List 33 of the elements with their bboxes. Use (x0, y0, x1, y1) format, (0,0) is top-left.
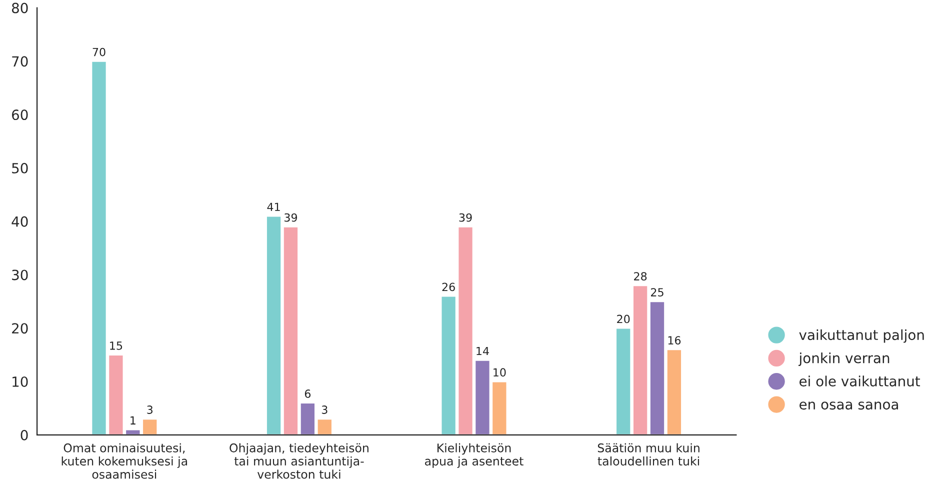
x-tick-label: Kieliyhteisön apua ja asenteet (425, 443, 524, 468)
data-label: 15 (110, 342, 122, 350)
data-label: 3 (147, 406, 153, 414)
legend-label: jonkin verran (798, 352, 890, 366)
data-label: 16 (668, 336, 681, 345)
data-label: 1 (130, 416, 136, 424)
y-tick-label: 0 (20, 430, 28, 440)
data-label: 39 (459, 213, 472, 222)
legend-label: vaikuttanut paljon (799, 329, 924, 343)
y-tick-label: 10 (12, 376, 28, 387)
y-tick-label: 40 (12, 216, 28, 227)
data-label: 41 (267, 202, 280, 211)
data-label: 14 (476, 346, 489, 356)
data-label: 6 (304, 390, 311, 398)
y-tick-label: 80 (12, 2, 28, 14)
legend-label: en osaa sanoa (800, 402, 898, 410)
data-label: 70 (92, 48, 106, 56)
y-tick-label: 30 (12, 270, 28, 280)
data-label: 20 (617, 314, 630, 324)
x-tick-label: Säätiön muu kuin taloudellinen tuki (598, 443, 700, 466)
data-label: 10 (494, 368, 506, 377)
legend-label: ei ole vaikuttanut (800, 376, 920, 386)
data-label: 25 (651, 288, 664, 296)
data-label: 3 (322, 406, 328, 414)
x-tick-label: Omat ominaisuutesi, kuten kokemuksesi ja osaamisesi (62, 443, 188, 479)
data-label: 39 (284, 213, 298, 222)
y-tick-label: 70 (12, 56, 28, 67)
y-tick-label: 60 (12, 110, 28, 120)
y-tick-label: 20 (12, 323, 28, 334)
data-label: 26 (442, 282, 455, 292)
data-label: 28 (634, 272, 647, 280)
x-tick-label: Ohjaajan, tiedeyhteisön tai muun asiantuntija- verkoston tuki (230, 443, 368, 479)
y-tick-label: 50 (12, 162, 28, 174)
